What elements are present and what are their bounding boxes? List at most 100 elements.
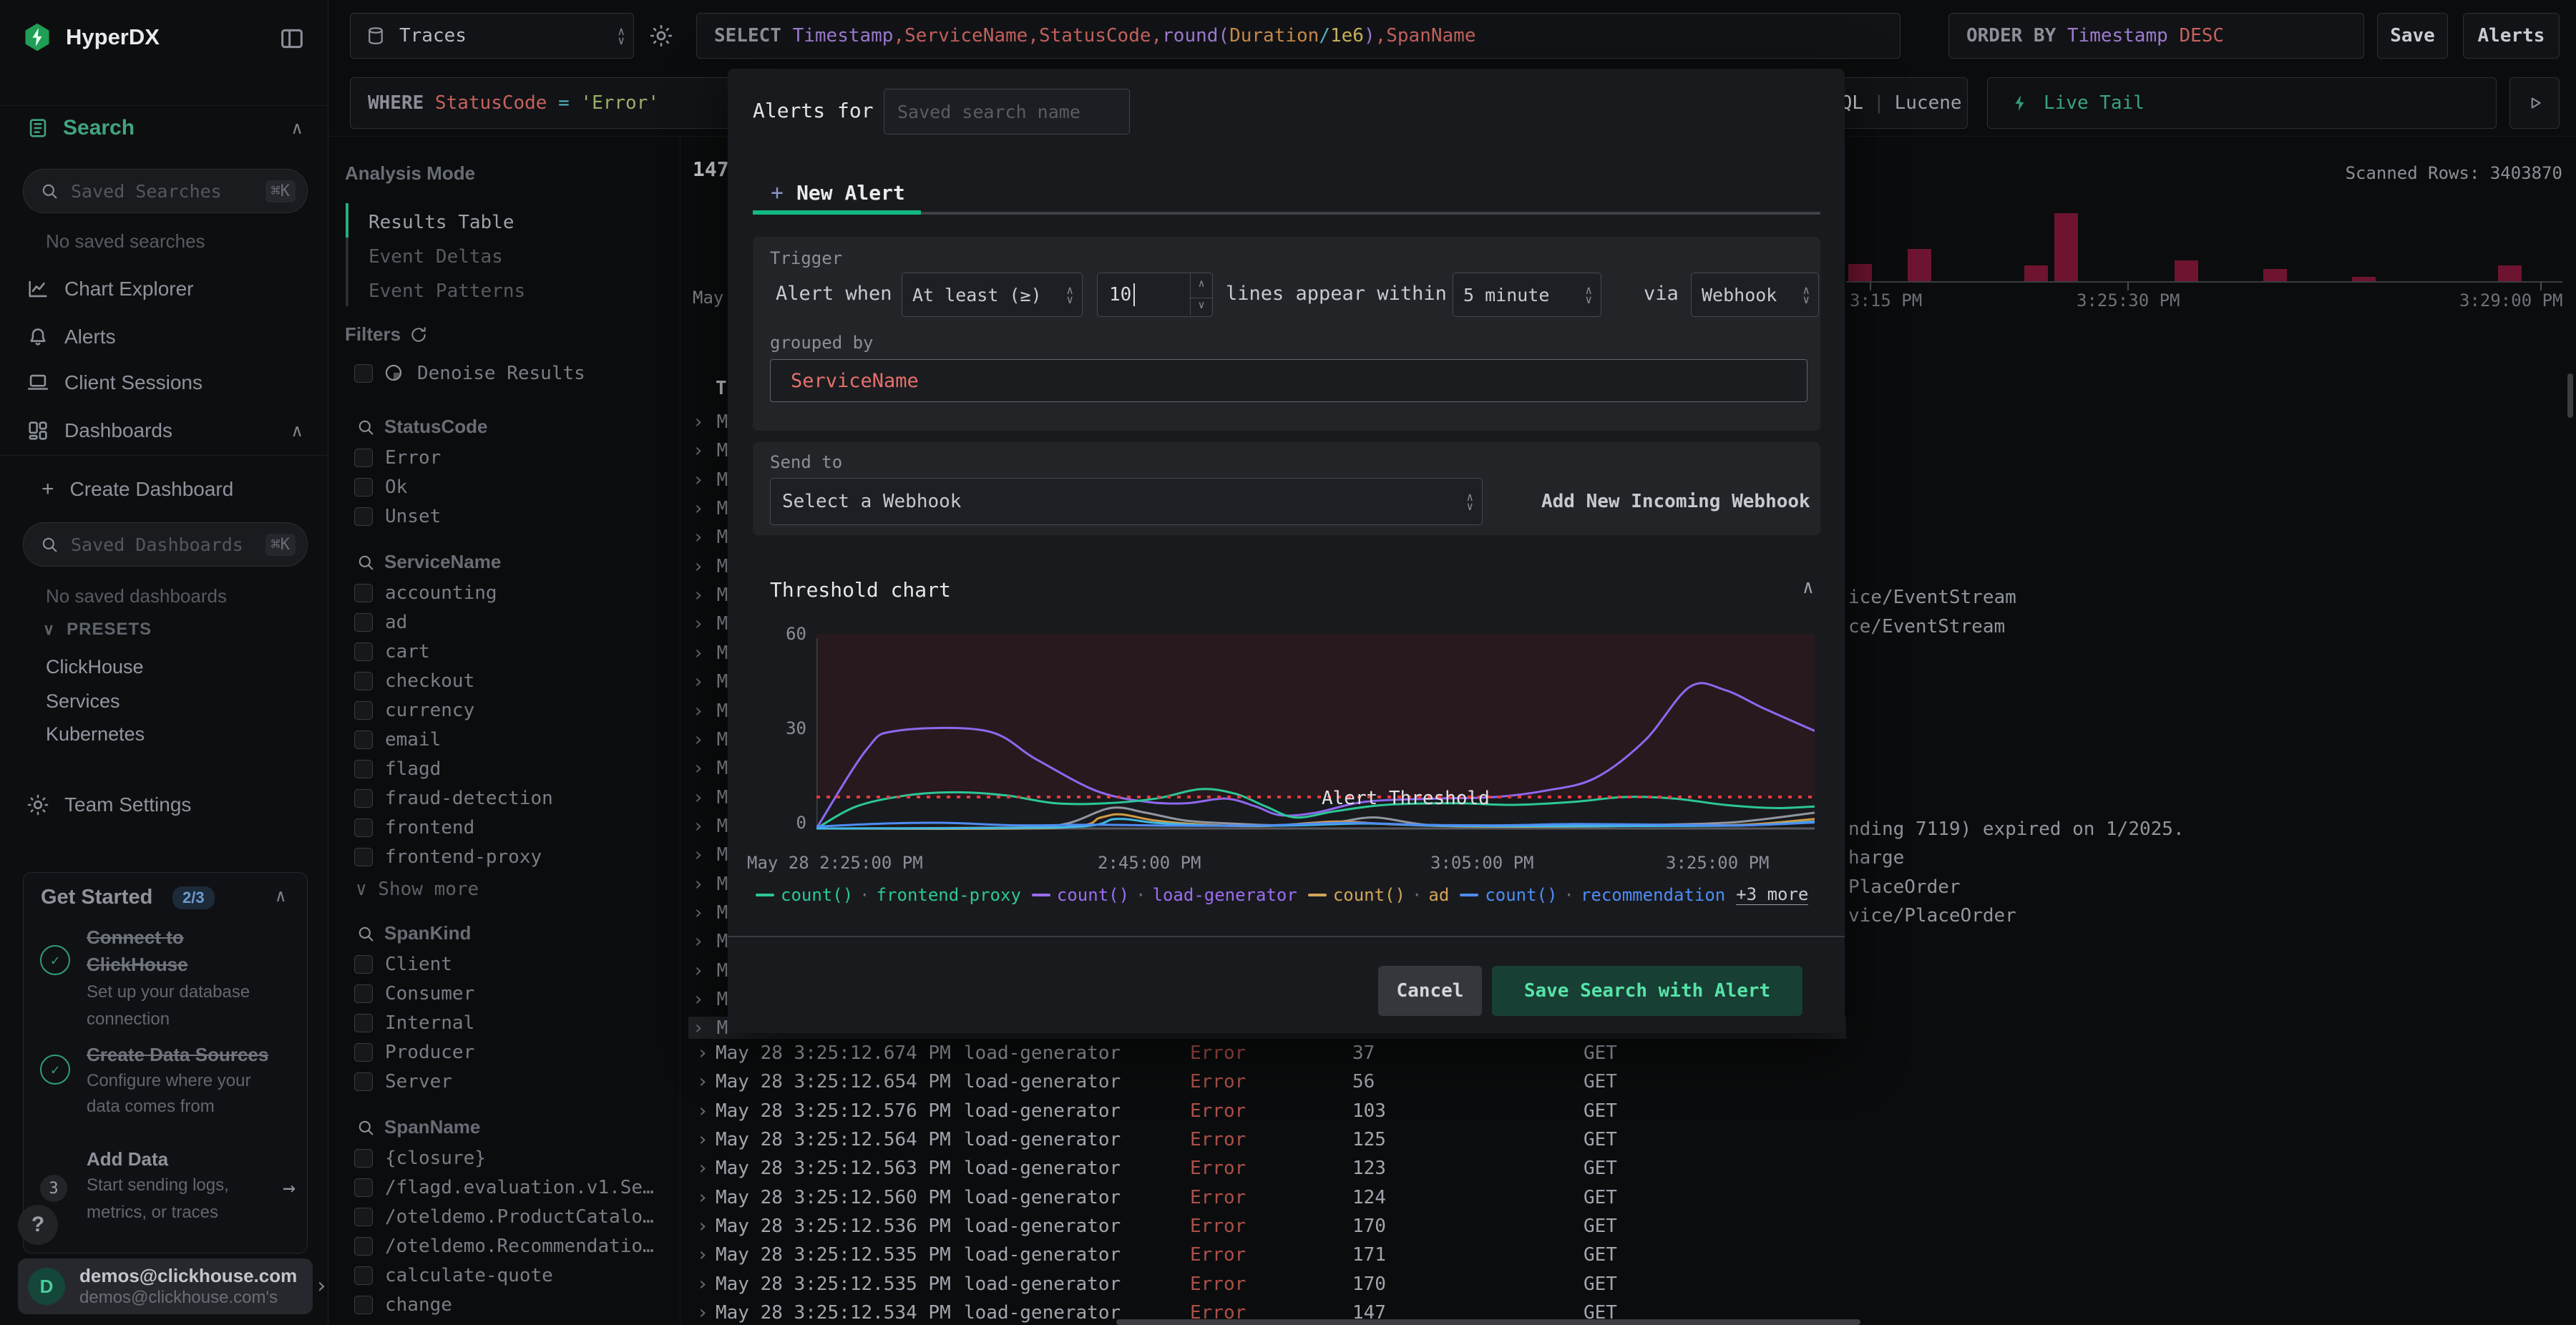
filter-checkbox[interactable]: [354, 789, 373, 808]
table-row[interactable]: › May 28 3:25:12.563 PM load-generator Erro…: [697, 1158, 1617, 1180]
help-button[interactable]: ?: [18, 1205, 58, 1245]
grouped-by-input[interactable]: ServiceName: [770, 359, 1807, 402]
preset-item-kubernetes[interactable]: Kubernetes: [46, 723, 145, 745]
filter-value-consumer[interactable]: Consumer: [385, 983, 475, 1004]
saved-search-name-input[interactable]: Saved search name: [884, 89, 1130, 135]
filter-checkbox[interactable]: [354, 760, 373, 778]
filter-value-flagd[interactable]: flagd: [385, 758, 441, 780]
table-row[interactable]: › May 28 3:25:12.560 PM load-generator Erro…: [697, 1186, 1617, 1208]
filter-value-producer[interactable]: Producer: [385, 1042, 475, 1063]
legend-more-button[interactable]: +3 more: [1736, 884, 1809, 905]
filter-value--oteldemo-recommendatio-[interactable]: /oteldemo.Recommendatio…: [385, 1236, 654, 1257]
filter-checkbox[interactable]: [354, 1043, 373, 1062]
sidebar-item-client-sessions[interactable]: Client Sessions: [0, 366, 328, 400]
order-by-input[interactable]: ORDER BY Timestamp DESC: [1948, 13, 2364, 59]
table-row-fragment[interactable]: ›May 28: [693, 901, 728, 924]
legend-item-recommendation[interactable]: count() · recommendation: [1460, 885, 1725, 905]
table-row-fragment[interactable]: ›May 28: [693, 585, 728, 607]
filter-value-server[interactable]: Server: [385, 1071, 452, 1092]
presets-toggle[interactable]: ∨ PRESETS: [43, 620, 152, 640]
filter-checkbox[interactable]: [354, 1296, 373, 1314]
legend-item-frontend-proxy[interactable]: count() · frontend-proxy: [756, 885, 1021, 905]
refresh-icon[interactable]: [409, 326, 428, 344]
filter-value-frontend[interactable]: frontend: [385, 817, 475, 838]
legend-item-load-generator[interactable]: count() · load-generator: [1031, 885, 1297, 905]
filter-checkbox[interactable]: [354, 1266, 373, 1285]
filter-checkbox[interactable]: [354, 1208, 373, 1226]
table-row-fragment[interactable]: ›May 28: [693, 728, 728, 750]
filter-value-unset[interactable]: Unset: [385, 506, 441, 527]
table-row-fragment[interactable]: ›May 28: [693, 700, 728, 722]
table-row[interactable]: › May 28 3:25:12.674 PM load-generator Erro…: [697, 1042, 1617, 1064]
threshold-value-input[interactable]: 10 ∧ ∨: [1097, 273, 1213, 317]
filter-value-ok[interactable]: Ok: [385, 476, 408, 498]
source-select[interactable]: Traces ∧ ∨: [350, 13, 634, 59]
sidebar-item-alerts[interactable]: Alerts: [0, 320, 328, 354]
filter-checkbox[interactable]: [354, 848, 373, 866]
create-dashboard-button[interactable]: + Create Dashboard: [0, 472, 328, 507]
filter-value--closure-[interactable]: {closure}: [385, 1148, 486, 1169]
filter-value-checkout[interactable]: checkout: [385, 670, 475, 692]
filter-value-accounting[interactable]: accounting: [385, 582, 497, 604]
table-row-fragment[interactable]: ›May 28: [693, 758, 728, 780]
table-row-fragment[interactable]: ›May 28: [693, 671, 728, 693]
table-row[interactable]: › May 28 3:25:12.576 PM load-generator Erro…: [697, 1100, 1617, 1122]
sidebar-item-chart-explorer[interactable]: Chart Explorer: [0, 272, 328, 306]
filter-checkbox[interactable]: [354, 449, 373, 467]
table-row-fragment[interactable]: ›May 28: [693, 786, 728, 808]
table-row-fragment[interactable]: ›May 28: [693, 555, 728, 577]
filter-checkbox[interactable]: [354, 730, 373, 749]
chevron-up-icon[interactable]: ∧: [291, 118, 303, 138]
table-row-fragment[interactable]: ›May 28: [693, 873, 728, 895]
table-row-fragment[interactable]: ›May 28: [693, 498, 728, 520]
filter-value-calculate-quote[interactable]: calculate-quote: [385, 1265, 553, 1286]
filter-value-internal[interactable]: Internal: [385, 1012, 475, 1034]
filter-checkbox[interactable]: [354, 1014, 373, 1032]
chevron-up-icon[interactable]: ∧: [275, 886, 286, 906]
filter-checkbox[interactable]: [354, 984, 373, 1003]
analysis-mode-results-table[interactable]: Results Table: [369, 212, 514, 233]
saved-dashboards-input[interactable]: Saved Dashboards ⌘K: [23, 522, 308, 567]
filter-checkbox[interactable]: [354, 584, 373, 602]
filter-checkbox[interactable]: [354, 642, 373, 661]
table-row-fragment[interactable]: ›May 28: [693, 959, 728, 982]
filter-value-cart[interactable]: cart: [385, 641, 430, 662]
play-button[interactable]: [2509, 77, 2560, 129]
denoise-label[interactable]: Denoise Results: [417, 363, 585, 384]
filter-checkbox[interactable]: [354, 818, 373, 837]
filter-value-error[interactable]: Error: [385, 447, 441, 469]
sidebar-item-team-settings[interactable]: Team Settings: [0, 788, 328, 822]
tab-new-alert[interactable]: + New Alert: [771, 180, 905, 205]
source-settings-gear-icon[interactable]: [648, 23, 674, 49]
table-row-fragment[interactable]: ›May 28: [693, 815, 728, 837]
channel-select[interactable]: Webhook ∧ ∨: [1691, 273, 1819, 317]
filter-checkbox[interactable]: [354, 672, 373, 690]
sidebar-item-search[interactable]: Search ∧: [0, 111, 328, 145]
webhook-select[interactable]: Select a Webhook ∧ ∨: [770, 478, 1483, 525]
filter-checkbox[interactable]: [354, 1237, 373, 1256]
legend-item-ad[interactable]: count() · ad: [1307, 885, 1449, 905]
table-row-fragment[interactable]: ›May 28: [693, 1017, 728, 1040]
table-row[interactable]: › May 28 3:25:12.534 PM load-generator Erro…: [697, 1302, 1617, 1324]
show-more-button[interactable]: ∨ Show more: [356, 879, 479, 900]
table-row-fragment[interactable]: ›May 28: [693, 989, 728, 1010]
analysis-mode-event-deltas[interactable]: Event Deltas: [369, 246, 503, 268]
filter-checkbox[interactable]: [354, 478, 373, 497]
filter-checkbox[interactable]: [354, 701, 373, 720]
filter-value-client[interactable]: Client: [385, 954, 452, 975]
filter-checkbox[interactable]: [354, 955, 373, 974]
table-row-fragment[interactable]: ›May 28: [693, 527, 728, 549]
number-stepper[interactable]: ∧ ∨: [1190, 273, 1212, 315]
filter-checkbox[interactable]: [354, 1178, 373, 1197]
save-search-with-alert-button[interactable]: Save Search with Alert: [1492, 966, 1802, 1016]
table-row-fragment[interactable]: ›May 28: [693, 411, 728, 433]
preset-item-clickhouse[interactable]: ClickHouse: [46, 656, 144, 678]
table-row-fragment[interactable]: ›May 28: [693, 931, 728, 953]
table-row-fragment[interactable]: ›May 28: [693, 440, 728, 462]
table-row-fragment[interactable]: ›May 28: [693, 613, 728, 635]
sql-select-input[interactable]: SELECT Timestamp,ServiceName,StatusCode,…: [696, 13, 1901, 59]
alerts-button[interactable]: Alerts: [2463, 13, 2560, 59]
table-row-fragment[interactable]: ›May 28: [693, 844, 728, 866]
filter-checkbox[interactable]: [354, 507, 373, 526]
save-button[interactable]: Save: [2377, 13, 2448, 59]
